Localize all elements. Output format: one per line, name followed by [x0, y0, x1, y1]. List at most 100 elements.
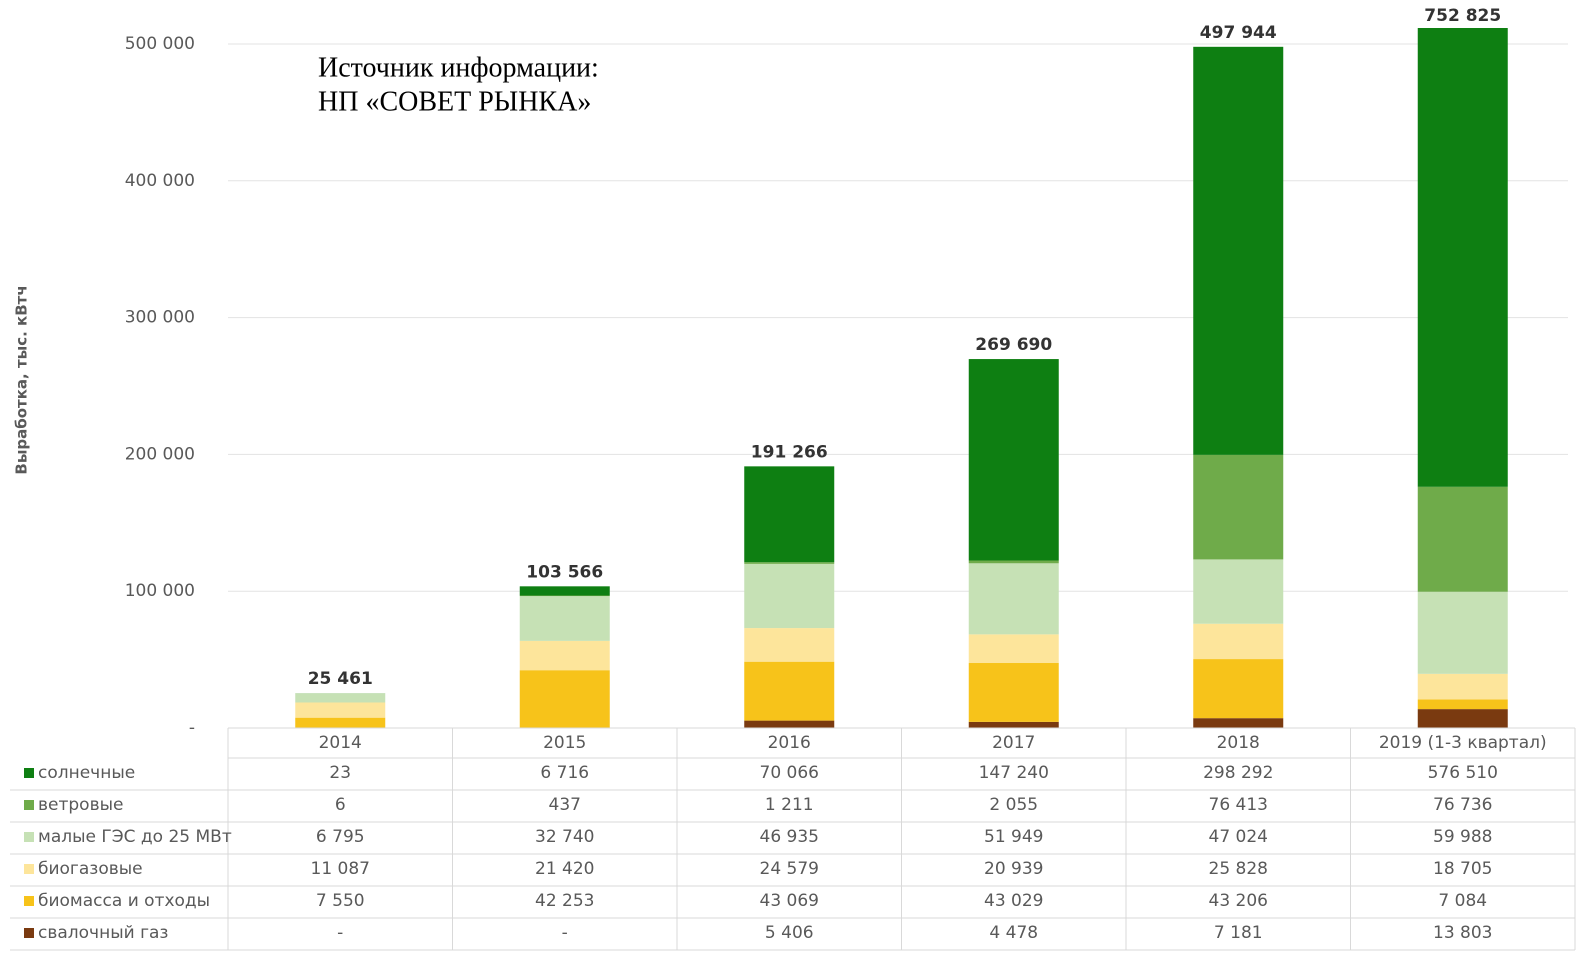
bar-segment: [519, 640, 610, 671]
total-label: 191 266: [751, 442, 828, 462]
x-tick-label: 2014: [319, 733, 362, 753]
table-cell: 1 211: [765, 795, 814, 815]
table-cell: 59 988: [1433, 827, 1492, 847]
bar-segment: [1417, 709, 1508, 728]
table-cell: 46 935: [760, 827, 819, 847]
bar-segment: [968, 663, 1059, 722]
table-cell: 76 736: [1433, 795, 1492, 815]
bars: [295, 28, 1508, 728]
total-label: 497 944: [1200, 23, 1277, 43]
bar-segment: [744, 628, 835, 662]
y-tick-label: 500 000: [125, 34, 195, 54]
table-cell: 43 206: [1209, 891, 1268, 911]
table-cell: 43 069: [760, 891, 819, 911]
legend-swatch: [24, 800, 34, 810]
bar-segment: [1193, 454, 1284, 560]
table-cell: 7 550: [316, 891, 365, 911]
bar-segment: [295, 702, 386, 718]
annotation: Источник информации:: [318, 52, 599, 83]
bar-segment: [744, 466, 835, 563]
y-tick-label: 100 000: [125, 581, 195, 601]
bar-segment: [1193, 559, 1284, 624]
bar-segment: [1193, 718, 1284, 728]
bar-segment: [968, 359, 1059, 561]
total-label: 269 690: [975, 335, 1052, 355]
legend-label: биогазовые: [38, 859, 143, 879]
bar-segment: [1417, 28, 1508, 487]
bar-segment: [1193, 659, 1284, 719]
table-cell: 4 478: [989, 923, 1038, 943]
table-cell: 7 084: [1438, 891, 1487, 911]
legend-swatch: [24, 896, 34, 906]
bar-segment: [295, 717, 386, 728]
y-tick-label: 200 000: [125, 444, 195, 464]
table-cell: 6: [335, 795, 346, 815]
bar-segment: [1417, 486, 1508, 592]
x-tick-label: 2018: [1217, 733, 1260, 753]
y-tick-label: -: [189, 718, 195, 738]
annotation: НП «СОВЕТ РЫНКА»: [318, 86, 591, 117]
table-cell: 7 181: [1214, 923, 1263, 943]
bar-segment: [295, 693, 386, 703]
legend-label: биомасса и отходы: [38, 891, 210, 911]
table-cell: 76 413: [1209, 795, 1268, 815]
legend-swatch: [24, 864, 34, 874]
legend-swatch: [24, 928, 34, 938]
legend-swatch: [24, 832, 34, 842]
bar-segment: [744, 563, 835, 629]
x-tick-label: 2019 (1-3 квартал): [1379, 733, 1547, 753]
table-cell: 298 292: [1203, 763, 1273, 783]
bar-segment: [1417, 699, 1508, 710]
bar-segment: [968, 721, 1059, 728]
bar-segment: [1193, 46, 1284, 455]
table-cell: 21 420: [535, 859, 594, 879]
table-cell: 42 253: [535, 891, 594, 911]
x-tick-label: 2016: [768, 733, 811, 753]
table-cell: -: [562, 923, 568, 943]
table-cell: 5 406: [765, 923, 814, 943]
table-cell: 18 705: [1433, 859, 1492, 879]
bar-segment: [968, 560, 1059, 564]
legend-swatch: [24, 768, 34, 778]
bar-segment: [519, 586, 610, 596]
table-cell: 13 803: [1433, 923, 1492, 943]
bar-segment: [744, 720, 835, 728]
table-cell: 6 716: [540, 763, 589, 783]
bar-segment: [968, 563, 1059, 635]
table-cell: 32 740: [535, 827, 594, 847]
total-label: 752 825: [1424, 6, 1501, 26]
table-cell: 11 087: [311, 859, 370, 879]
table-cell: 43 029: [984, 891, 1043, 911]
bar-segment: [744, 661, 835, 721]
bar-segment: [1417, 673, 1508, 700]
bar-segment: [968, 634, 1059, 664]
table-cell: 47 024: [1209, 827, 1268, 847]
table-cell: 24 579: [760, 859, 819, 879]
bar-segment: [1193, 623, 1284, 660]
table-cell: 70 066: [760, 763, 819, 783]
table-cell: 25 828: [1209, 859, 1268, 879]
table-cell: -: [337, 923, 343, 943]
table-cell: 20 939: [984, 859, 1043, 879]
bar-segment: [1417, 591, 1508, 674]
x-tick-label: 2017: [992, 733, 1035, 753]
table-cell: 23: [329, 763, 351, 783]
bar-segment: [519, 670, 610, 728]
table-cell: 437: [549, 795, 581, 815]
table-cell: 6 795: [316, 827, 365, 847]
table-cell: 2 055: [989, 795, 1038, 815]
bar-segment: [519, 596, 610, 641]
table-cell: 576 510: [1428, 763, 1498, 783]
legend-label: ветровые: [38, 795, 123, 815]
y-tick-label: 400 000: [125, 171, 195, 191]
y-axis-label: Выработка, тыс. кВтч: [13, 285, 31, 474]
legend-label: солнечные: [38, 763, 135, 783]
table-cell: 147 240: [979, 763, 1049, 783]
bar-segment: [519, 595, 610, 597]
y-tick-label: 300 000: [125, 308, 195, 328]
bar-segment: [744, 562, 835, 564]
x-tick-label: 2015: [543, 733, 586, 753]
total-label: 103 566: [526, 562, 603, 582]
legend-label: свалочный газ: [38, 923, 168, 943]
table-cell: 51 949: [984, 827, 1043, 847]
